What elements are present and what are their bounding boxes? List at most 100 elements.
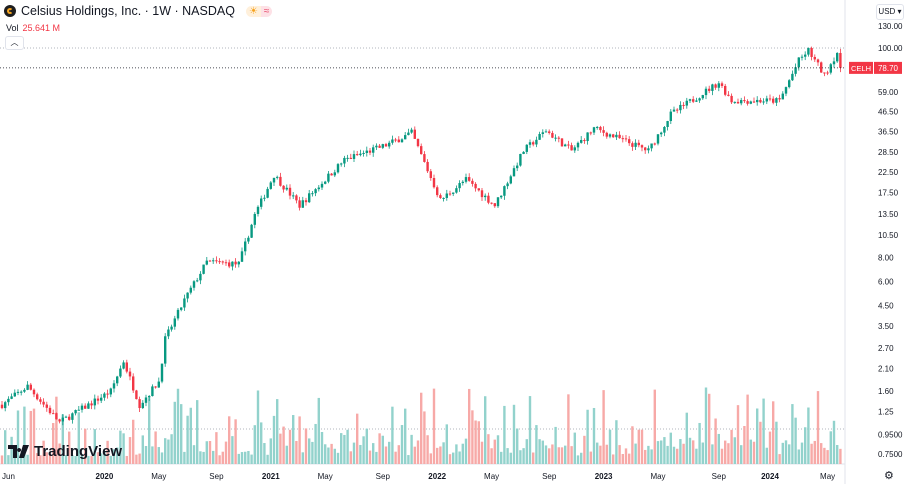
volume-bar: [64, 455, 68, 464]
candle-body: [128, 371, 132, 377]
volume-bar: [576, 455, 580, 464]
volume-bar: [519, 450, 522, 464]
candle-body: [247, 237, 250, 242]
volume-bar: [612, 454, 615, 464]
volume-bar: [288, 429, 292, 464]
candle-body: [650, 143, 653, 149]
volume-bar: [157, 447, 160, 464]
volume-bar: [554, 426, 557, 464]
volume-bar: [599, 445, 602, 464]
candle-body: [279, 176, 282, 186]
volume-bar: [253, 425, 256, 464]
collapse-legend-button[interactable]: ︿: [5, 36, 24, 50]
y-tick-label: 8.00: [878, 254, 894, 263]
volume-bar: [384, 446, 388, 464]
volume-bar: [192, 445, 196, 464]
volume-bar: [391, 406, 394, 464]
candle-body: [141, 402, 144, 409]
candle-body: [621, 138, 624, 140]
candle-body: [192, 281, 196, 288]
candle-body: [592, 127, 596, 133]
volume-bar: [669, 432, 672, 464]
volume-bar: [656, 441, 660, 464]
candle-body: [612, 134, 615, 138]
candle-body: [544, 131, 548, 133]
candle-body: [704, 88, 708, 96]
symbol-title[interactable]: Celsius Holdings, Inc. · 1W · NASDAQ: [21, 4, 235, 18]
candle-body: [637, 142, 640, 146]
volume-bar: [400, 425, 404, 464]
volume-bar: [202, 451, 205, 464]
candle-body: [388, 142, 391, 147]
candle-body: [228, 262, 231, 267]
volume-bar: [615, 420, 618, 464]
volume-bar: [52, 423, 55, 464]
candle-body: [16, 391, 20, 393]
candle-body: [829, 64, 832, 73]
y-tick-label: 13.50: [878, 210, 899, 219]
volume-bar: [48, 453, 52, 464]
volume-bar: [810, 443, 813, 464]
settings-gear-icon[interactable]: ⚙: [884, 470, 894, 482]
candle-body: [800, 56, 804, 58]
volume-bar: [496, 435, 500, 464]
volume-bar: [282, 426, 285, 464]
volume-bar: [637, 429, 640, 464]
volume-bar: [624, 448, 628, 464]
candle-body: [548, 131, 551, 133]
volume-bar: [692, 440, 695, 464]
candle-body: [215, 260, 218, 262]
candle-body: [151, 386, 154, 397]
candle-body: [512, 168, 516, 177]
approx-icon[interactable]: ≈: [260, 5, 273, 17]
volume-bar: [29, 410, 32, 464]
y-tick-label: 3.50: [878, 322, 894, 331]
volume-bar: [727, 443, 730, 464]
volume-bar: [714, 418, 717, 464]
candle-body: [375, 145, 378, 148]
volume-bar: [128, 437, 132, 464]
candle-body: [676, 109, 679, 111]
candle-body: [135, 390, 138, 400]
candle-body: [820, 62, 823, 73]
candle-body: [688, 99, 692, 101]
volume-bar: [644, 449, 647, 464]
currency-selector[interactable]: USD ▾: [876, 4, 904, 20]
volume-bar: [564, 445, 567, 464]
volume-bar: [724, 440, 727, 464]
volume-bar: [759, 421, 762, 464]
candle-body: [119, 368, 122, 377]
x-tick-label: Sep: [712, 472, 727, 481]
volume-bar: [634, 443, 637, 464]
candle-body: [340, 163, 343, 165]
volume-bar: [173, 401, 176, 464]
volume-bar: [132, 419, 135, 464]
volume-bar: [84, 428, 87, 464]
volume-bar: [666, 445, 669, 464]
volume-bar: [308, 438, 311, 464]
x-tick-label: May: [820, 472, 835, 481]
volume-bar: [218, 455, 221, 464]
candle-body: [58, 419, 61, 422]
volume-bar: [749, 439, 752, 464]
volume-bar: [660, 440, 663, 464]
candle-body: [196, 280, 199, 282]
volume-bar: [567, 394, 570, 464]
candle-body: [224, 262, 228, 264]
volume-bar: [231, 436, 234, 464]
sun-icon[interactable]: ☀: [245, 5, 261, 17]
volume-bar: [205, 441, 208, 464]
volume-bar: [365, 428, 368, 464]
candle-body: [554, 137, 557, 139]
volume-bar: [362, 436, 365, 464]
x-tick-label: May: [318, 472, 333, 481]
candle-body: [765, 98, 768, 102]
volume-bar: [20, 453, 23, 464]
volume-bar: [730, 429, 733, 464]
candle-body: [39, 399, 42, 402]
candle-body: [240, 251, 244, 262]
volume-bar: [135, 454, 138, 464]
candle-body: [189, 287, 192, 293]
x-tick-label: May: [484, 472, 499, 481]
